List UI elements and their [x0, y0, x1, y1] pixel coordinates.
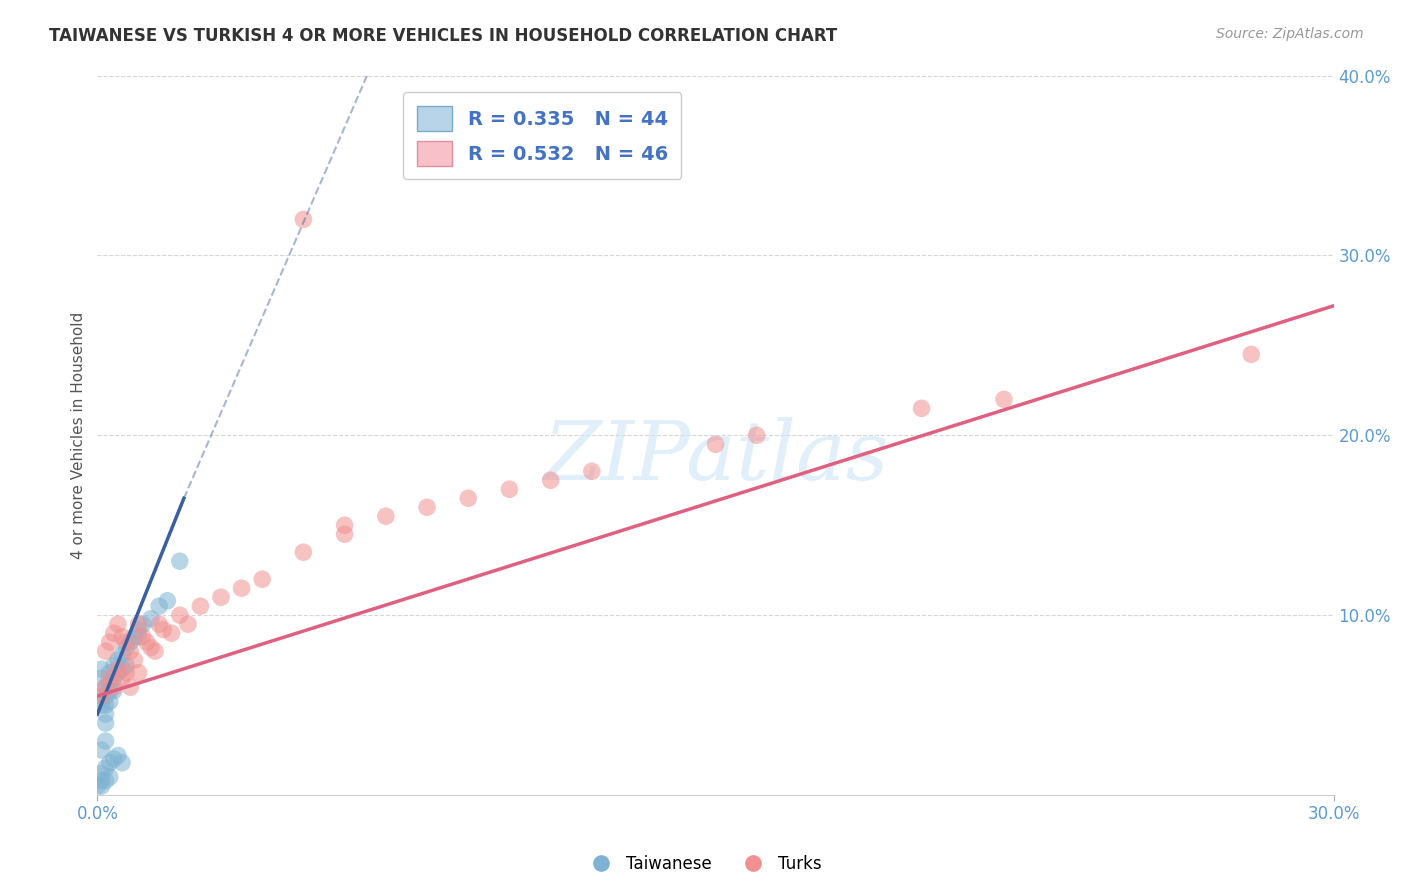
Point	[115, 640, 138, 655]
Y-axis label: 4 or more Vehicles in Household: 4 or more Vehicles in Household	[72, 311, 86, 559]
Point	[704, 437, 727, 451]
Point	[107, 653, 129, 667]
Point	[135, 635, 157, 649]
Point	[94, 689, 117, 703]
Point	[120, 680, 142, 694]
Legend: Taiwanese, Turks: Taiwanese, Turks	[578, 848, 828, 880]
Point	[169, 608, 191, 623]
Point	[90, 773, 112, 788]
Point	[148, 617, 170, 632]
Point	[993, 392, 1015, 407]
Point	[98, 635, 121, 649]
Point	[457, 491, 479, 506]
Point	[115, 658, 138, 673]
Point	[115, 635, 138, 649]
Point	[1240, 347, 1263, 361]
Point	[90, 698, 112, 712]
Point	[209, 590, 232, 604]
Point	[107, 748, 129, 763]
Point	[90, 743, 112, 757]
Point	[94, 716, 117, 731]
Text: TAIWANESE VS TURKISH 4 OR MORE VEHICLES IN HOUSEHOLD CORRELATION CHART: TAIWANESE VS TURKISH 4 OR MORE VEHICLES …	[49, 27, 838, 45]
Point	[111, 630, 134, 644]
Point	[103, 671, 125, 685]
Point	[416, 500, 439, 515]
Point	[910, 401, 932, 416]
Point	[190, 599, 212, 614]
Point	[94, 761, 117, 775]
Point	[333, 518, 356, 533]
Point	[98, 683, 121, 698]
Point	[98, 694, 121, 708]
Text: ZIPatlas: ZIPatlas	[543, 417, 889, 497]
Point	[152, 623, 174, 637]
Point	[120, 644, 142, 658]
Point	[124, 653, 146, 667]
Point	[292, 212, 315, 227]
Point	[94, 698, 117, 712]
Point	[90, 671, 112, 685]
Point	[115, 665, 138, 680]
Legend: R = 0.335   N = 44, R = 0.532   N = 46: R = 0.335 N = 44, R = 0.532 N = 46	[404, 93, 682, 179]
Point	[94, 644, 117, 658]
Point	[103, 658, 125, 673]
Point	[131, 617, 153, 632]
Point	[139, 612, 162, 626]
Point	[103, 683, 125, 698]
Point	[94, 734, 117, 748]
Point	[745, 428, 768, 442]
Point	[120, 635, 142, 649]
Point	[160, 626, 183, 640]
Text: Source: ZipAtlas.com: Source: ZipAtlas.com	[1216, 27, 1364, 41]
Point	[128, 623, 150, 637]
Point	[156, 594, 179, 608]
Point	[90, 689, 112, 703]
Point	[111, 756, 134, 770]
Point	[128, 630, 150, 644]
Point	[98, 665, 121, 680]
Point	[107, 617, 129, 632]
Point	[111, 671, 134, 685]
Point	[98, 770, 121, 784]
Point	[128, 665, 150, 680]
Point	[124, 630, 146, 644]
Point	[177, 617, 200, 632]
Point	[107, 665, 129, 680]
Point	[98, 676, 121, 690]
Point	[111, 648, 134, 662]
Point	[374, 509, 396, 524]
Point	[94, 773, 117, 788]
Point	[94, 707, 117, 722]
Point	[139, 640, 162, 655]
Point	[540, 473, 562, 487]
Point	[581, 464, 603, 478]
Point	[231, 581, 253, 595]
Point	[111, 662, 134, 676]
Point	[148, 599, 170, 614]
Point	[169, 554, 191, 568]
Point	[98, 756, 121, 770]
Point	[128, 617, 150, 632]
Point	[94, 680, 117, 694]
Point	[103, 626, 125, 640]
Point	[94, 680, 117, 694]
Point	[98, 671, 121, 685]
Point	[498, 482, 520, 496]
Point	[292, 545, 315, 559]
Point	[143, 644, 166, 658]
Point	[103, 680, 125, 694]
Point	[90, 766, 112, 780]
Point	[131, 630, 153, 644]
Point	[333, 527, 356, 541]
Point	[103, 752, 125, 766]
Point	[86, 779, 108, 793]
Point	[90, 689, 112, 703]
Point	[250, 572, 273, 586]
Point	[107, 662, 129, 676]
Point	[90, 662, 112, 676]
Point	[90, 779, 112, 793]
